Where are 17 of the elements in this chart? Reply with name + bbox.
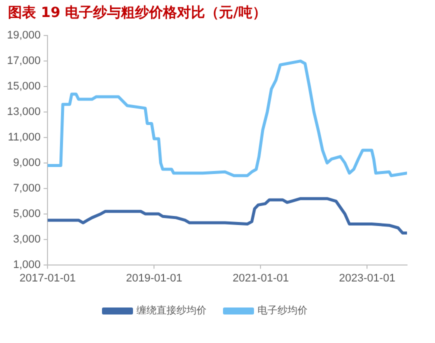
y-tick-label: 11,000 <box>8 132 41 144</box>
y-tick-label: 1,000 <box>13 258 41 271</box>
y-tick-label: 17,000 <box>6 55 41 68</box>
x-tick-label: 2017-01-01 <box>20 272 76 284</box>
y-tick-label: 13,000 <box>6 106 41 118</box>
legend-label: 电子纱均价 <box>258 304 308 317</box>
x-tick-label: 2019-01-01 <box>126 272 182 284</box>
y-tick-label: 3,000 <box>13 233 41 246</box>
y-tick-label: 15,000 <box>6 80 41 93</box>
chart-title: 图表 19 电子纱与粗纱价格对比（元/吨） <box>8 4 266 22</box>
legend-label: 缠绕直接纱均价 <box>136 304 206 317</box>
y-tick-label: 9,000 <box>13 156 41 169</box>
x-tick-label: 2021-01-01 <box>232 272 289 284</box>
x-tick-label: 2023-01-01 <box>339 272 396 284</box>
y-tick-label: 7,000 <box>13 182 41 194</box>
y-tick-label: 5,000 <box>13 208 41 220</box>
y-tick-label: 19,000 <box>6 30 41 42</box>
